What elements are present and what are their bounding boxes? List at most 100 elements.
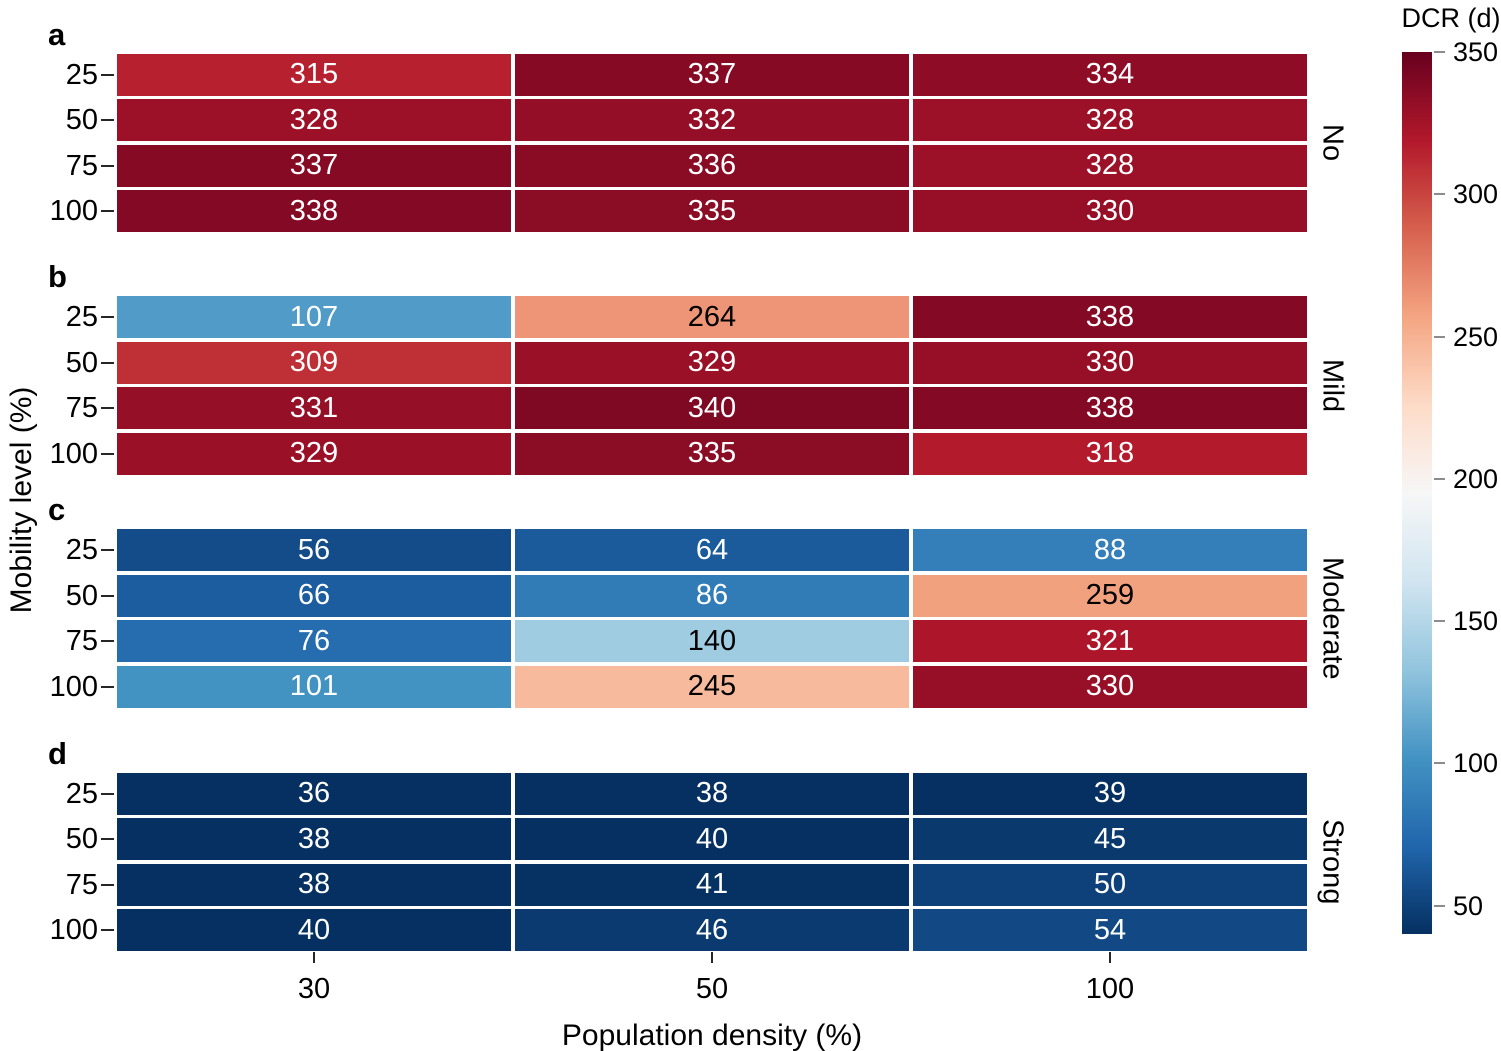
- y-tick-label: 25: [65, 777, 98, 810]
- colorbar-tick-mark: [1434, 477, 1445, 480]
- heatmap-cell: 36: [117, 772, 511, 815]
- colorbar-tick-mark: [1434, 620, 1445, 623]
- y-tick-mark: [101, 361, 114, 364]
- y-tick-label: 100: [49, 195, 98, 227]
- y-tick-mark: [101, 549, 114, 551]
- heatmap-cell: 66: [117, 574, 511, 617]
- heatmap-cell: 329: [515, 341, 909, 384]
- heatmap-cell: 329: [117, 432, 511, 475]
- y-tick-label: 100: [49, 670, 98, 703]
- heatmap-cell: 88: [913, 529, 1307, 571]
- heatmap-cell: 335: [515, 432, 909, 475]
- heatmap-cell: 107: [117, 296, 511, 338]
- heatmap-cell: 264: [515, 296, 909, 338]
- heatmap-cell: 40: [515, 818, 909, 860]
- x-tick-mark: [313, 952, 315, 963]
- heatmap-cell: 38: [515, 772, 909, 815]
- heatmap-cell: 335: [515, 190, 909, 232]
- y-tick-label: 25: [65, 301, 98, 333]
- y-tick-label: 75: [65, 625, 98, 657]
- heatmap-cell: 330: [913, 190, 1307, 232]
- heatmap-cell: 64: [515, 529, 909, 571]
- panel-letter-d: d: [48, 735, 67, 771]
- panel-strip-label: Strong: [1316, 819, 1349, 905]
- colorbar-title: DCR (d): [1401, 3, 1501, 33]
- heatmap-cell: 330: [913, 665, 1307, 708]
- colorbar-tick-mark: [1434, 762, 1445, 765]
- panel-letter-a: a: [48, 16, 66, 52]
- y-tick-label: 25: [65, 534, 98, 566]
- x-tick-mark: [1109, 952, 1111, 963]
- y-tick-label: 50: [65, 346, 98, 379]
- colorbar-tick-label: 50: [1453, 890, 1484, 921]
- y-tick-label: 100: [49, 914, 98, 946]
- heatmap-cell: 328: [913, 144, 1307, 187]
- heatmap-cell: 140: [515, 620, 909, 662]
- heatmap-cell: 330: [913, 341, 1307, 384]
- y-tick-label: 50: [65, 823, 98, 855]
- heatmap-cell: 321: [913, 620, 1307, 662]
- y-tick-mark: [101, 838, 114, 840]
- heatmap-cell: 331: [117, 387, 511, 429]
- x-axis-title: Population density (%): [561, 1019, 863, 1051]
- y-tick-label: 75: [65, 149, 98, 182]
- y-tick-mark: [101, 316, 114, 318]
- panel-strip-label: Moderate: [1316, 556, 1349, 680]
- y-tick-mark: [101, 407, 114, 409]
- panel-strip-label: No: [1316, 124, 1349, 162]
- colorbar-tick-label: 350: [1453, 37, 1499, 67]
- y-tick-mark: [101, 119, 114, 121]
- panel-strip-label: Mild: [1316, 358, 1349, 412]
- heatmap-cell: 334: [913, 53, 1307, 96]
- heatmap-cell: 41: [515, 863, 909, 906]
- y-tick-mark: [101, 210, 114, 212]
- y-tick-label: 75: [65, 392, 98, 424]
- colorbar-tick-mark: [1434, 904, 1445, 907]
- heatmap-cell: 38: [117, 818, 511, 860]
- heatmap-cell: 332: [515, 99, 909, 141]
- y-tick-mark: [101, 883, 114, 886]
- heatmap-cell: 338: [913, 296, 1307, 338]
- y-tick-label: 50: [65, 579, 98, 612]
- heatmap-cell: 245: [515, 665, 909, 708]
- heatmap-cell: 76: [117, 620, 511, 662]
- heatmap-cell: 328: [117, 99, 511, 141]
- heatmap-cell: 50: [913, 863, 1307, 906]
- colorbar-tick-mark: [1434, 335, 1445, 338]
- heatmap-cell: 56: [117, 529, 511, 571]
- colorbar-tick-label: 250: [1453, 321, 1499, 352]
- y-tick-mark: [101, 452, 114, 455]
- heatmap-cell: 337: [117, 144, 511, 187]
- x-tick-label: 30: [297, 973, 331, 1005]
- heatmap-cell: 259: [913, 574, 1307, 617]
- panel-letter-b: b: [48, 259, 67, 294]
- y-tick-label: 75: [65, 868, 98, 901]
- y-tick-mark: [101, 73, 114, 76]
- colorbar-tick-label: 150: [1453, 606, 1499, 637]
- heatmap-cell: 337: [515, 53, 909, 96]
- heatmap-cell: 40: [117, 909, 511, 951]
- y-tick-mark: [101, 685, 114, 688]
- heatmap-cell: 315: [117, 53, 511, 96]
- colorbar-tick-label: 100: [1453, 748, 1499, 779]
- heatmap-cell: 336: [515, 144, 909, 187]
- y-tick-label: 50: [65, 104, 98, 136]
- colorbar-tick-label: 300: [1453, 179, 1499, 210]
- y-tick-mark: [101, 929, 114, 931]
- colorbar-tick-mark: [1434, 193, 1445, 196]
- panel-letter-c: c: [48, 492, 66, 527]
- heatmap-cell: 338: [913, 387, 1307, 429]
- heatmap-cell: 39: [913, 772, 1307, 815]
- heatmap-cell: 45: [913, 818, 1307, 860]
- colorbar-tick-label: 200: [1453, 463, 1499, 494]
- heatmap-cell: 54: [913, 909, 1307, 951]
- x-tick-label: 50: [695, 973, 729, 1005]
- heatmap-cell: 38: [117, 863, 511, 906]
- colorbar-gradient: [1402, 52, 1432, 934]
- y-tick-label: 100: [49, 437, 98, 470]
- y-tick-mark: [101, 640, 114, 642]
- heatmap-cell: 338: [117, 190, 511, 232]
- y-tick-mark: [101, 164, 114, 167]
- colorbar-tick-mark: [1434, 51, 1445, 53]
- heatmap-cell: 328: [913, 99, 1307, 141]
